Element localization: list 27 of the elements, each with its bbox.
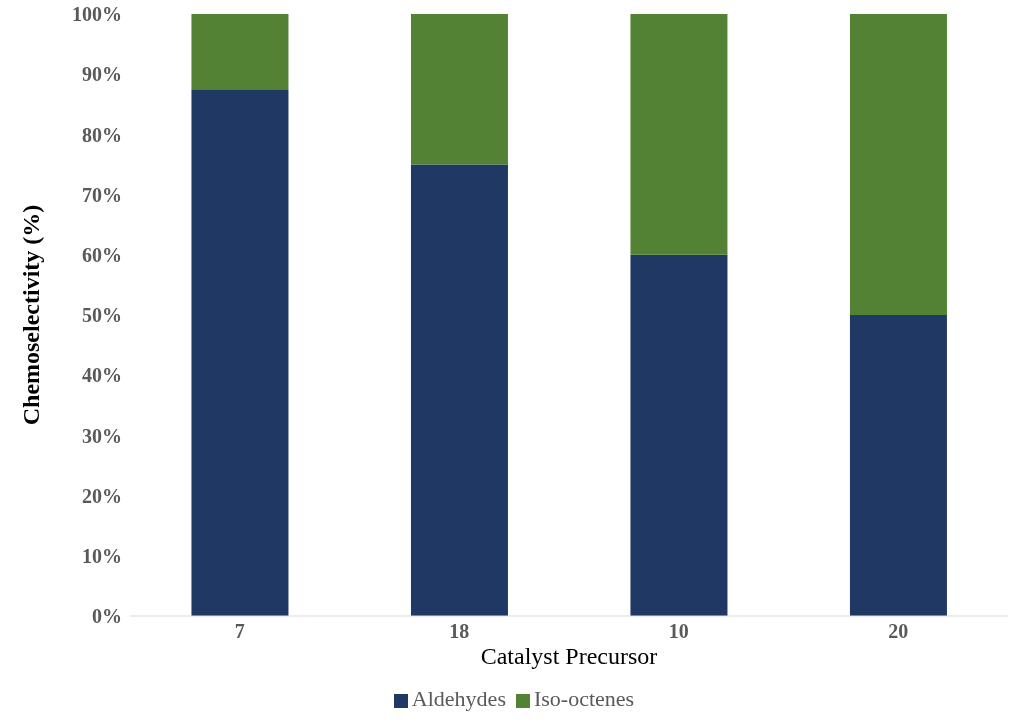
legend-label: Aldehydes xyxy=(411,686,506,711)
y-tick-label: 20% xyxy=(82,484,122,507)
bar xyxy=(191,14,289,90)
y-tick-label: 90% xyxy=(82,63,122,86)
x-tick-label: 10 xyxy=(668,620,689,643)
y-tick-label: 40% xyxy=(82,364,122,387)
y-tick-label: 100% xyxy=(72,3,122,26)
y-tick-label: 0% xyxy=(92,605,122,628)
y-tick-label: 50% xyxy=(82,304,122,327)
x-axis-title: Catalyst Precursor xyxy=(480,643,658,669)
bar xyxy=(630,254,728,616)
bar xyxy=(410,164,508,616)
x-tick-label: 18 xyxy=(449,620,470,643)
y-tick-label: 30% xyxy=(82,424,122,447)
x-tick-label: 20 xyxy=(888,620,909,643)
x-tick-label: 7 xyxy=(234,620,245,643)
y-tick-label: 10% xyxy=(82,544,122,567)
y-axis-title: Chemoselectivity (%) xyxy=(17,204,44,426)
bar xyxy=(849,14,947,315)
bar xyxy=(849,315,947,616)
y-tick-label: 80% xyxy=(82,123,122,146)
bar xyxy=(630,14,728,255)
y-tick-label: 60% xyxy=(82,243,122,266)
y-tick-label: 70% xyxy=(82,183,122,206)
legend-label: Iso-octenes xyxy=(533,686,635,711)
bar xyxy=(410,14,508,165)
bar xyxy=(191,89,289,616)
